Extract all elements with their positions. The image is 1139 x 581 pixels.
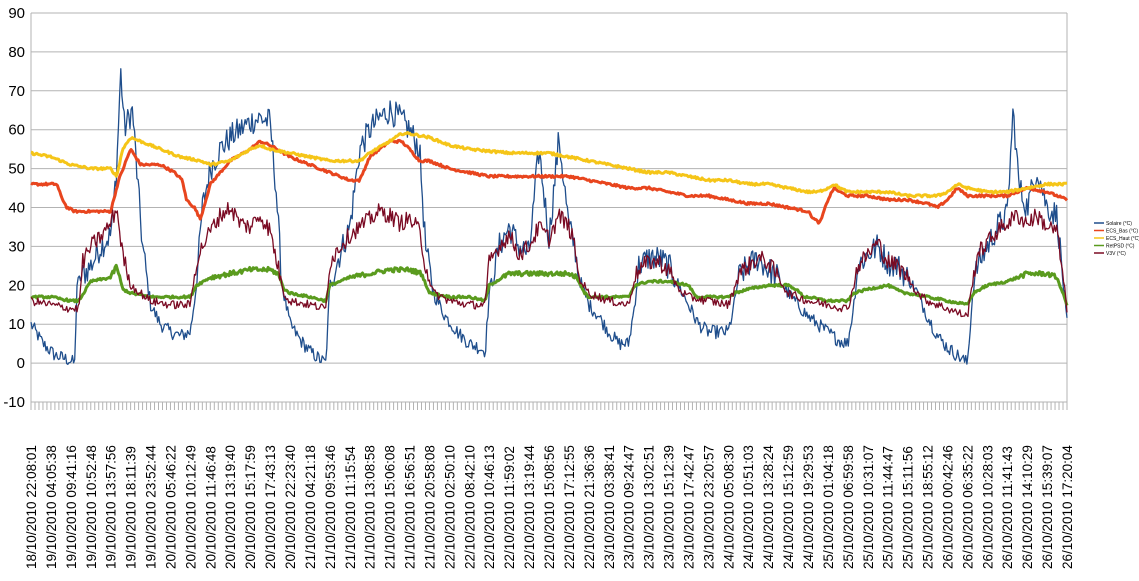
- y-tick-label: -10: [3, 394, 25, 411]
- x-tick-label: 20/10/2010 11:46:48: [203, 446, 218, 569]
- x-tick-label: 21/10/2010 16:56:51: [403, 445, 418, 569]
- legend-label: ECS_Bas (°C): [1106, 229, 1138, 235]
- x-tick-label: 22/10/2010 21:36:36: [582, 445, 597, 569]
- x-tick-label: 21/10/2010 09:53:46: [323, 445, 338, 569]
- x-tick-label: 20/10/2010 22:23:40: [283, 445, 298, 569]
- x-tick-label: 20/10/2010 17:43:13: [263, 445, 278, 569]
- x-tick-label: 23/10/2010 17:42:47: [681, 445, 696, 569]
- x-tick-label: 25/10/2010 18:55:12: [921, 445, 936, 569]
- x-tick-label: 19/10/2010 18:11:39: [124, 446, 139, 569]
- legend-label: ECS_Haut (°C): [1106, 236, 1139, 242]
- y-tick-label: 50: [8, 161, 25, 178]
- x-tick-label: 25/10/2010 01:04:18: [821, 445, 836, 569]
- x-tick-label: 26/10/2010 11:41:43: [1000, 446, 1015, 569]
- x-tick-label: 26/10/2010 15:39:07: [1040, 445, 1055, 569]
- x-tick-label: 23/10/2010 15:12:39: [662, 445, 677, 569]
- x-tick-label: 21/10/2010 13:08:58: [363, 445, 378, 569]
- x-tick-label: 18/10/2010 22:08:01: [24, 445, 39, 569]
- x-tick-label: 23/10/2010 03:38:41: [602, 445, 617, 569]
- series-line: [30, 263, 1069, 306]
- y-axis: -10 0 10 20 30 40 50 60 70 80 90: [3, 5, 1068, 411]
- x-tick-label: 21/10/2010 20:58:08: [422, 445, 437, 569]
- series-line: [30, 68, 1068, 365]
- gridlines: [31, 12, 1067, 403]
- y-tick-label: 20: [8, 277, 25, 294]
- x-tick-label: 19/10/2010 13:57:56: [104, 445, 119, 569]
- y-tick-label: 40: [8, 200, 25, 217]
- x-tick-label: 26/10/2010 10:28:03: [980, 445, 995, 569]
- x-tick-label: 24/10/2010 13:28:24: [761, 445, 776, 569]
- x-tick-label: 24/10/2010 05:08:30: [721, 445, 736, 569]
- x-tick-label: 22/10/2010 11:59:02: [502, 446, 517, 569]
- y-tick-label: 60: [8, 122, 25, 139]
- x-axis: 18/10/2010 22:08:01 19/10/2010 04:05:38 19…: [24, 401, 1075, 569]
- x-tick-label: 21/10/2010 11:15:54: [343, 446, 358, 569]
- legend: Solaire (°C) ECS_Bas (°C)ECS_Haut (°C) Ret…: [1094, 221, 1139, 257]
- y-tick-label: 0: [17, 355, 25, 372]
- x-tick-label: 19/10/2010 23:52:44: [144, 445, 159, 569]
- x-tick-label: 25/10/2010 06:59:58: [841, 445, 856, 569]
- y-tick-label: 90: [8, 5, 25, 22]
- y-tick-label: 80: [8, 44, 25, 61]
- series-line: [30, 131, 1068, 199]
- x-tick-label: 26/10/2010 17:20:04: [1060, 445, 1075, 569]
- x-tick-label: 25/10/2010 15:11:56: [901, 446, 916, 569]
- x-tick-label: 21/10/2010 04:21:18: [303, 445, 318, 569]
- y-tick-label: 30: [8, 238, 25, 255]
- x-tick-label: 22/10/2010 15:08:56: [542, 445, 557, 569]
- x-tick-label: 22/10/2010 13:19:44: [522, 445, 537, 569]
- x-tick-label: 20/10/2010 15:17:59: [243, 445, 258, 569]
- x-tick-label: 19/10/2010 10:52:48: [84, 445, 99, 569]
- y-tick-label: 10: [8, 316, 25, 333]
- x-tick-label: 22/10/2010 02:50:10: [442, 445, 457, 569]
- series-line: [30, 202, 1068, 318]
- x-tick-label: 20/10/2010 05:46:22: [163, 445, 178, 569]
- x-tick-label: 22/10/2010 08:42:10: [462, 445, 477, 569]
- y-tick-label: 70: [8, 83, 25, 100]
- x-tick-label: 24/10/2010 15:12:59: [781, 445, 796, 569]
- x-tick-label: 25/10/2010 11:44:47: [881, 446, 896, 569]
- x-tick-label: 23/10/2010 23:20:57: [701, 445, 716, 569]
- x-tick-label: 19/10/2010 09:41:16: [64, 445, 79, 569]
- x-tick-label: 24/10/2010 19:29:53: [801, 445, 816, 569]
- x-tick-label: 20/10/2010 10:12:49: [183, 445, 198, 569]
- x-tick-label: 23/10/2010 09:24:47: [622, 445, 637, 569]
- x-tick-label: 21/10/2010 15:06:08: [383, 445, 398, 569]
- x-tick-label: 24/10/2010 10:51:03: [741, 445, 756, 569]
- legend-label: RetPSD (°C): [1106, 244, 1135, 250]
- x-tick-label: 25/10/2010 10:31:07: [861, 445, 876, 569]
- legend-label: V3V (°C): [1106, 251, 1126, 257]
- x-tick-label: 23/10/2010 13:02:51: [642, 445, 657, 569]
- x-tick-label: 26/10/2010 14:10:29: [1020, 445, 1035, 569]
- x-tick-label: 26/10/2010 06:35:22: [960, 445, 975, 569]
- x-tick-label: 22/10/2010 10:46:13: [482, 445, 497, 569]
- legend-label: Solaire (°C): [1106, 221, 1132, 227]
- x-tick-label: 22/10/2010 17:12:55: [562, 445, 577, 569]
- series-line: [30, 138, 1069, 225]
- x-tick-label: 19/10/2010 04:05:38: [44, 445, 59, 569]
- x-tick-label: 20/10/2010 13:19:40: [223, 445, 238, 569]
- plot-area: [30, 68, 1069, 365]
- x-tick-label: 26/10/2010 00:42:46: [940, 445, 955, 569]
